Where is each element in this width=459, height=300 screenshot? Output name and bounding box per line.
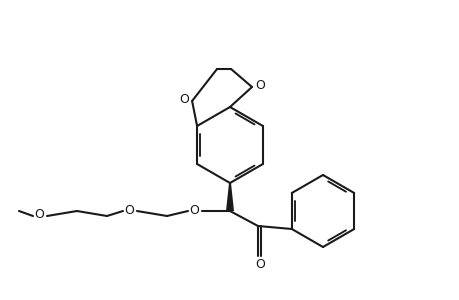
Text: O: O [254, 259, 264, 272]
Text: O: O [254, 79, 264, 92]
Text: O: O [179, 92, 189, 106]
Text: O: O [34, 208, 44, 221]
Text: O: O [124, 203, 134, 217]
Text: O: O [189, 203, 198, 217]
Polygon shape [225, 183, 234, 211]
